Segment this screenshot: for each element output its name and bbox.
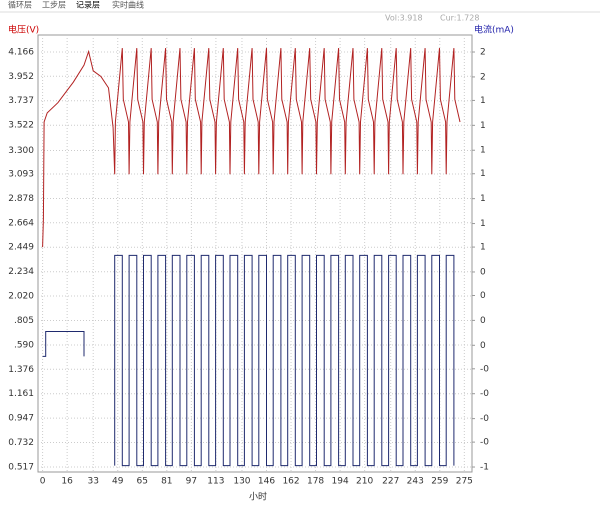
y-axis-label: 电压(V): [8, 24, 39, 36]
y2-tick-label: -0: [480, 364, 489, 374]
x-axis-label: 小时: [249, 491, 267, 503]
y2-tick-label: 0: [480, 291, 486, 301]
y2-tick-label: 1: [480, 96, 486, 106]
x-tick-label: 81: [161, 477, 172, 487]
series-line: [42, 48, 461, 248]
y2-axis-label: 电流(mA): [474, 24, 514, 36]
y-tick-label: 2.234: [8, 267, 34, 277]
tab[interactable]: 实时曲线: [112, 0, 144, 10]
y-tick-label: .805: [14, 316, 34, 326]
y2-tick-label: 0: [480, 267, 486, 277]
y2-tick-label: 0: [480, 316, 486, 326]
x-tick-label: 49: [112, 477, 124, 487]
y-tick-label: 3.300: [8, 146, 34, 156]
y2-tick-label: -0: [480, 414, 489, 424]
y2-tick-label: 2: [480, 48, 486, 58]
y-tick-label: 2.020: [8, 292, 34, 302]
x-tick-label: 162: [282, 477, 299, 487]
y-tick-label: 1.161: [8, 389, 34, 399]
x-tick-label: 243: [407, 477, 424, 487]
y-tick-label: 3.952: [8, 72, 34, 82]
y-tick-label: 1.376: [8, 365, 34, 375]
y2-tick-label: 1: [480, 121, 486, 131]
x-tick-label: 146: [258, 477, 275, 487]
x-tick-label: 130: [233, 477, 250, 487]
y-tick-label: 0.517: [8, 462, 34, 472]
y2-tick-label: 1: [480, 219, 486, 229]
y-tick-label: .590: [14, 340, 34, 350]
y-tick-label: 2.878: [8, 194, 34, 204]
x-tick-label: 33: [87, 477, 98, 487]
x-tick-label: 178: [307, 477, 324, 487]
y-tick-label: 2.449: [8, 243, 34, 253]
y2-tick-label: 2: [480, 72, 486, 82]
y-tick-label: 4.166: [8, 47, 34, 57]
y2-tick-label: 1: [480, 194, 486, 204]
x-tick-label: 65: [137, 477, 148, 487]
y2-tick-label: 0: [480, 341, 486, 351]
y-tick-label: 3.737: [8, 96, 34, 106]
x-tick-label: 16: [61, 477, 73, 487]
y-tick-label: 0.947: [8, 414, 34, 424]
y2-tick-label: 1: [480, 146, 486, 156]
status-current: Cur:1.728: [440, 14, 479, 23]
tab[interactable]: 循环层: [8, 0, 32, 10]
y-tick-label: 3.093: [8, 169, 34, 179]
y-tick-label: 0.732: [8, 438, 34, 448]
x-tick-label: 259: [431, 477, 448, 487]
x-tick-label: 113: [207, 477, 224, 487]
x-tick-label: 275: [456, 477, 473, 487]
y2-tick-label: -0: [480, 389, 489, 399]
y-tick-label: 3.522: [8, 121, 34, 131]
tab[interactable]: 工步层: [42, 1, 66, 10]
y2-tick-label: 1: [480, 169, 486, 179]
plot-frame: [37, 34, 473, 473]
y2-tick-label: 1: [480, 243, 486, 253]
y2-tick-label: -1: [480, 463, 489, 473]
y-tick-label: 2.664: [8, 218, 34, 228]
series-line: [42, 254, 455, 467]
x-tick-label: 210: [356, 477, 373, 487]
x-tick-label: 227: [382, 477, 399, 487]
x-tick-label: 194: [332, 477, 349, 487]
status-voltage: Vol:3.918: [385, 14, 423, 23]
tab[interactable]: 记录层: [76, 1, 100, 10]
x-tick-label: 0: [40, 477, 46, 487]
x-tick-label: 97: [186, 477, 197, 487]
y2-tick-label: -0: [480, 438, 489, 448]
